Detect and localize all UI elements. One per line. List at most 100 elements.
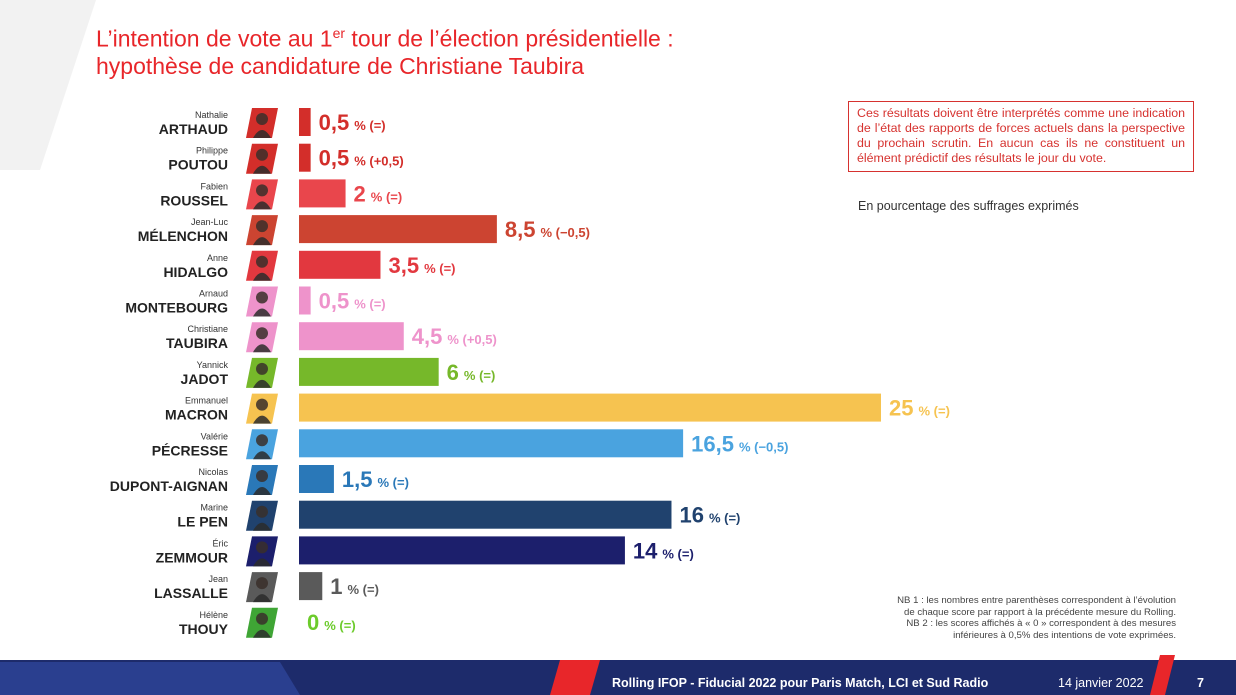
footer-source: Rolling IFOP - Fiducial 2022 pour Paris … xyxy=(612,676,989,690)
value-roussel: 2 xyxy=(354,181,366,206)
value-label-lassalle: 1 % (=) xyxy=(330,574,379,599)
page-number: 7 xyxy=(1197,676,1204,690)
avatar-body-pecresse xyxy=(253,451,271,460)
avatar-head-roussel xyxy=(256,184,268,197)
footnote-nb2-line2: inférieures à 0,5% des intentions de vot… xyxy=(953,629,1176,641)
bar-hidalgo xyxy=(299,250,381,279)
bar-macron xyxy=(299,393,881,422)
change-le-pen: % (=) xyxy=(709,511,740,526)
value-hidalgo: 3,5 xyxy=(388,253,419,278)
first-name-macron: Emmanuel xyxy=(185,396,228,406)
bar-poutou xyxy=(299,143,311,172)
first-name-le-pen: Marine xyxy=(200,503,228,513)
change-taubira: % (+0,5) xyxy=(447,332,497,347)
value-lassalle: 1 xyxy=(330,574,342,599)
avatar-head-arthaud xyxy=(256,113,268,125)
first-name-jadot: Yannick xyxy=(197,360,229,370)
last-name-pecresse: PÉCRESSE xyxy=(152,442,228,458)
first-name-arthaud: Nathalie xyxy=(195,110,228,120)
bar-arthaud xyxy=(299,108,311,136)
avatar-body-montebourg xyxy=(253,308,271,317)
change-arthaud: % (=) xyxy=(354,118,385,133)
avatar-body-roussel xyxy=(253,201,271,210)
last-name-roussel: ROUSSEL xyxy=(160,192,228,208)
change-zemmour: % (=) xyxy=(662,546,693,561)
last-name-lassalle: LASSALLE xyxy=(154,585,228,601)
change-melenchon: % (−0,5) xyxy=(540,225,590,240)
value-label-pecresse: 16,5 % (−0,5) xyxy=(691,431,788,456)
value-macron: 25 xyxy=(889,396,913,421)
avatar-body-taubira xyxy=(253,344,271,353)
change-dupont-aignan: % (=) xyxy=(378,475,409,490)
change-jadot: % (=) xyxy=(464,368,495,383)
last-name-macron: MACRON xyxy=(165,407,228,423)
value-dupont-aignan: 1,5 xyxy=(342,467,373,492)
value-label-macron: 25 % (=) xyxy=(889,396,950,421)
bar-pecresse xyxy=(299,429,684,458)
avatar-body-jadot xyxy=(253,379,271,388)
bar-dupont-aignan xyxy=(299,465,334,493)
avatar-head-dupont-aignan xyxy=(256,470,268,482)
bar-taubira xyxy=(299,322,404,351)
last-name-jadot: JADOT xyxy=(181,371,229,387)
avatar-body-le-pen xyxy=(253,522,271,531)
value-label-montebourg: 0,5 % (=) xyxy=(319,289,386,314)
first-name-taubira: Christiane xyxy=(187,324,228,334)
avatar-body-dupont-aignan xyxy=(253,487,271,495)
change-poutou: % (+0,5) xyxy=(354,154,404,169)
value-arthaud: 0,5 xyxy=(319,110,350,135)
avatar-body-thouy xyxy=(253,629,271,638)
last-name-poutou: POUTOU xyxy=(168,157,228,173)
last-name-melenchon: MÉLENCHON xyxy=(138,228,228,244)
first-name-hidalgo: Anne xyxy=(207,253,228,263)
change-pecresse: % (−0,5) xyxy=(739,439,789,454)
value-melenchon: 8,5 xyxy=(505,217,536,242)
avatar-body-hidalgo xyxy=(253,272,271,281)
bar-lassalle xyxy=(299,572,323,601)
chart-title: L’intention de vote au 1er tour de l’éle… xyxy=(96,20,674,80)
first-name-poutou: Philippe xyxy=(196,146,228,156)
bar-le-pen xyxy=(299,500,672,529)
value-label-melenchon: 8,5 % (−0,5) xyxy=(505,217,590,242)
value-label-thouy: 0 % (=) xyxy=(307,610,356,635)
footer-date: 14 janvier 2022 xyxy=(1058,676,1144,690)
value-pecresse: 16,5 xyxy=(691,431,734,456)
last-name-zemmour: ZEMMOUR xyxy=(156,549,228,565)
last-name-arthaud: ARTHAUD xyxy=(159,121,228,137)
bar-roussel xyxy=(299,179,346,208)
change-montebourg: % (=) xyxy=(354,297,385,312)
disclaimer-box: Ces résultats doivent être interprétés c… xyxy=(848,101,1194,172)
bar-zemmour xyxy=(299,536,625,565)
avatar-head-poutou xyxy=(256,148,268,161)
value-label-roussel: 2 % (=) xyxy=(354,181,403,206)
value-montebourg: 0,5 xyxy=(319,289,350,314)
bar-melenchon xyxy=(299,215,497,244)
first-name-roussel: Fabien xyxy=(200,181,228,191)
value-label-dupont-aignan: 1,5 % (=) xyxy=(342,467,409,492)
last-name-hidalgo: HIDALGO xyxy=(163,264,228,280)
value-label-arthaud: 0,5 % (=) xyxy=(319,110,386,135)
avatar-body-poutou xyxy=(253,165,271,174)
avatar-body-lassalle xyxy=(253,594,271,603)
change-roussel: % (=) xyxy=(371,189,402,204)
last-name-montebourg: MONTEBOURG xyxy=(125,300,228,316)
first-name-melenchon: Jean-Luc xyxy=(191,217,229,227)
value-poutou: 0,5 xyxy=(319,146,350,171)
unit-note: En pourcentage des suffrages exprimés xyxy=(858,199,1079,213)
avatar-body-melenchon xyxy=(253,237,271,246)
avatar-head-lassalle xyxy=(256,577,268,590)
avatar-head-taubira xyxy=(256,327,268,340)
avatar-head-melenchon xyxy=(256,220,268,233)
change-thouy: % (=) xyxy=(324,618,355,633)
avatar-head-jadot xyxy=(256,362,268,375)
value-label-jadot: 6 % (=) xyxy=(447,360,496,385)
avatar-body-macron xyxy=(253,415,271,424)
change-macron: % (=) xyxy=(918,404,949,419)
avatar-head-le-pen xyxy=(256,505,268,518)
value-label-le-pen: 16 % (=) xyxy=(679,503,740,528)
footnote-nb2-line1: NB 2 : les scores affichés à « 0 » corre… xyxy=(906,618,1176,629)
value-zemmour: 14 xyxy=(633,538,658,563)
first-name-montebourg: Arnaud xyxy=(199,289,228,299)
value-thouy: 0 xyxy=(307,610,319,635)
